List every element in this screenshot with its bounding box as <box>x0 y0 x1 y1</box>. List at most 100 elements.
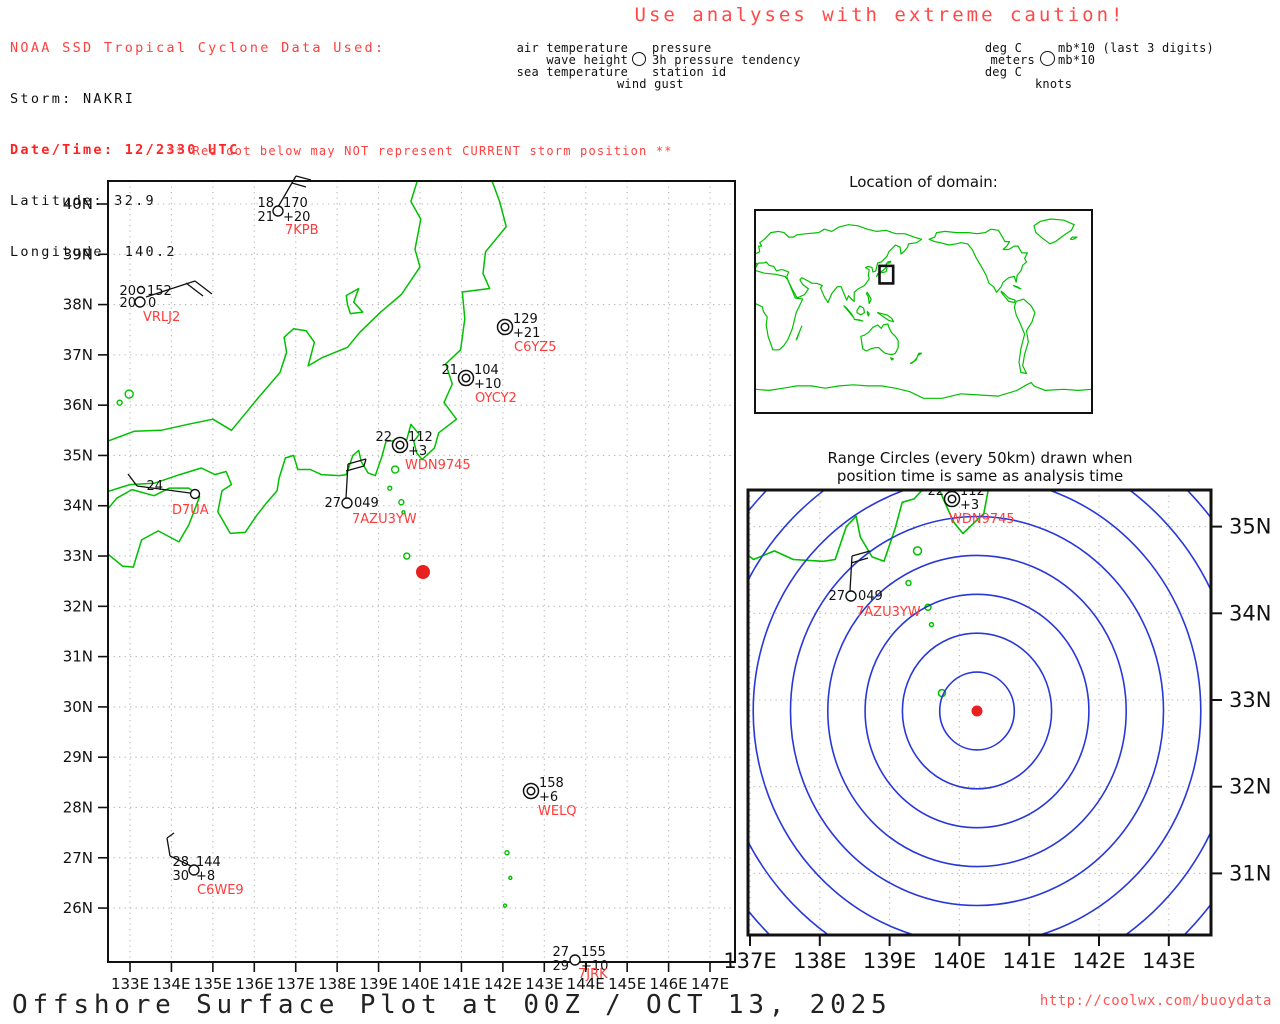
lon-tick-label: 140E <box>401 975 439 993</box>
lat-tick-label: 26N <box>63 899 93 917</box>
island <box>912 546 923 556</box>
station-symbol <box>569 954 581 966</box>
wind-barb <box>136 485 191 494</box>
lat-tick-label: 39N <box>63 245 93 263</box>
island <box>390 465 400 474</box>
world-coastline <box>755 224 923 304</box>
lon-tick-label: 138E <box>793 949 846 973</box>
station-value: +10 <box>474 377 501 392</box>
station-value: 27 <box>828 589 845 604</box>
station-id-label: 7JRK <box>578 967 608 982</box>
lon-tick-label: 147E <box>691 975 729 993</box>
world-coastline <box>865 291 872 305</box>
station-id-label: 7KPB <box>285 223 319 238</box>
legend-wind-gust: wind gust <box>617 77 684 91</box>
station-symbol <box>188 864 200 876</box>
lon-tick-label: 141E <box>442 975 480 993</box>
world-coastline <box>795 325 803 341</box>
header-source-line: NOAA SSD Tropical Cyclone Data Used: <box>10 40 386 56</box>
footer-url: http://coolwx.com/buoydata <box>1039 993 1272 1009</box>
island <box>508 875 513 881</box>
station-value: 24 <box>146 479 163 494</box>
coastline <box>345 287 364 315</box>
world-coastline <box>877 312 895 323</box>
island <box>905 579 912 587</box>
lon-tick-label: 145E <box>608 975 646 993</box>
wind-barb <box>169 855 192 867</box>
station-id-label: WDN9745 <box>405 458 471 473</box>
lon-tick-label: 142E <box>1072 949 1125 973</box>
lon-tick-label: 142E <box>484 975 522 993</box>
island <box>403 552 411 560</box>
station-symbol <box>461 373 471 383</box>
lat-tick-label: 28N <box>63 798 93 816</box>
lon-tick-label: 144E <box>567 975 605 993</box>
range-plot-frame <box>746 488 1213 937</box>
station-value: 20 <box>119 284 136 299</box>
station-value: 112 <box>960 484 985 499</box>
world-coastline <box>853 318 864 322</box>
wind-barb <box>166 832 175 839</box>
wind-barb <box>345 465 365 472</box>
world-coastline <box>1013 298 1036 375</box>
station-value: +8 <box>196 869 215 884</box>
lon-tick-label: 146E <box>650 975 688 993</box>
island <box>928 621 935 628</box>
station-id-label: 7AZU3YW <box>352 512 417 527</box>
lat-tick-label: 38N <box>63 296 93 314</box>
world-coastline <box>856 305 866 316</box>
lat-tick-label: 34N <box>1229 601 1271 625</box>
wind-barb <box>185 282 204 297</box>
legend-pressure: pressure <box>652 41 712 55</box>
wind-barb <box>849 555 853 592</box>
coastline <box>108 487 201 568</box>
station-circle-icon <box>1040 51 1055 66</box>
lon-tick-label: 134E <box>152 975 190 993</box>
legend-air-temp: air temperature <box>516 41 628 55</box>
station-symbol <box>272 205 284 217</box>
station-symbol <box>136 285 146 295</box>
coastline <box>108 181 507 535</box>
header-latitude-line: Latitude: 32.9 <box>10 193 156 209</box>
lat-tick-label: 31N <box>1229 861 1271 885</box>
coastline <box>108 181 422 442</box>
storm-position-dot <box>416 565 430 579</box>
station-value: 0 <box>148 296 156 311</box>
lat-tick-label: 31N <box>63 648 93 666</box>
station-value: 170 <box>283 196 308 211</box>
station-symbol <box>395 440 405 450</box>
range-plot-title-line2: position time is same as analysis time <box>836 467 1124 485</box>
station-symbol <box>526 786 536 796</box>
lat-tick-label: 33N <box>1229 688 1271 712</box>
station-value: 049 <box>354 496 379 511</box>
station-circle-icon <box>632 52 646 66</box>
island <box>398 499 405 506</box>
range-circle <box>901 632 1053 790</box>
storm-dot-warning: ** Red dot below may NOT represent CURRE… <box>167 144 673 158</box>
lat-tick-label: 30N <box>63 698 93 716</box>
station-symbol <box>947 494 957 504</box>
station-symbol <box>500 322 510 332</box>
station-value: 22 <box>375 430 392 445</box>
lat-tick-label: 35N <box>1229 515 1271 539</box>
world-coastline <box>755 382 1092 399</box>
lat-tick-label: 33N <box>63 547 93 565</box>
station-symbol <box>134 296 146 308</box>
wind-barb <box>277 175 297 208</box>
domain-rect <box>878 264 895 285</box>
legend-unit-tendency: mb*10 <box>1058 53 1096 67</box>
station-id-label: VRLJ2 <box>143 310 180 325</box>
lon-tick-label: 139E <box>863 949 916 973</box>
legend-unit-sea: deg C <box>984 65 1022 79</box>
lon-tick-label: 137E <box>723 949 776 973</box>
world-coastline <box>755 262 759 270</box>
station-id-label: 7AZU3YW <box>856 605 921 620</box>
station-value: 21 <box>441 363 458 378</box>
